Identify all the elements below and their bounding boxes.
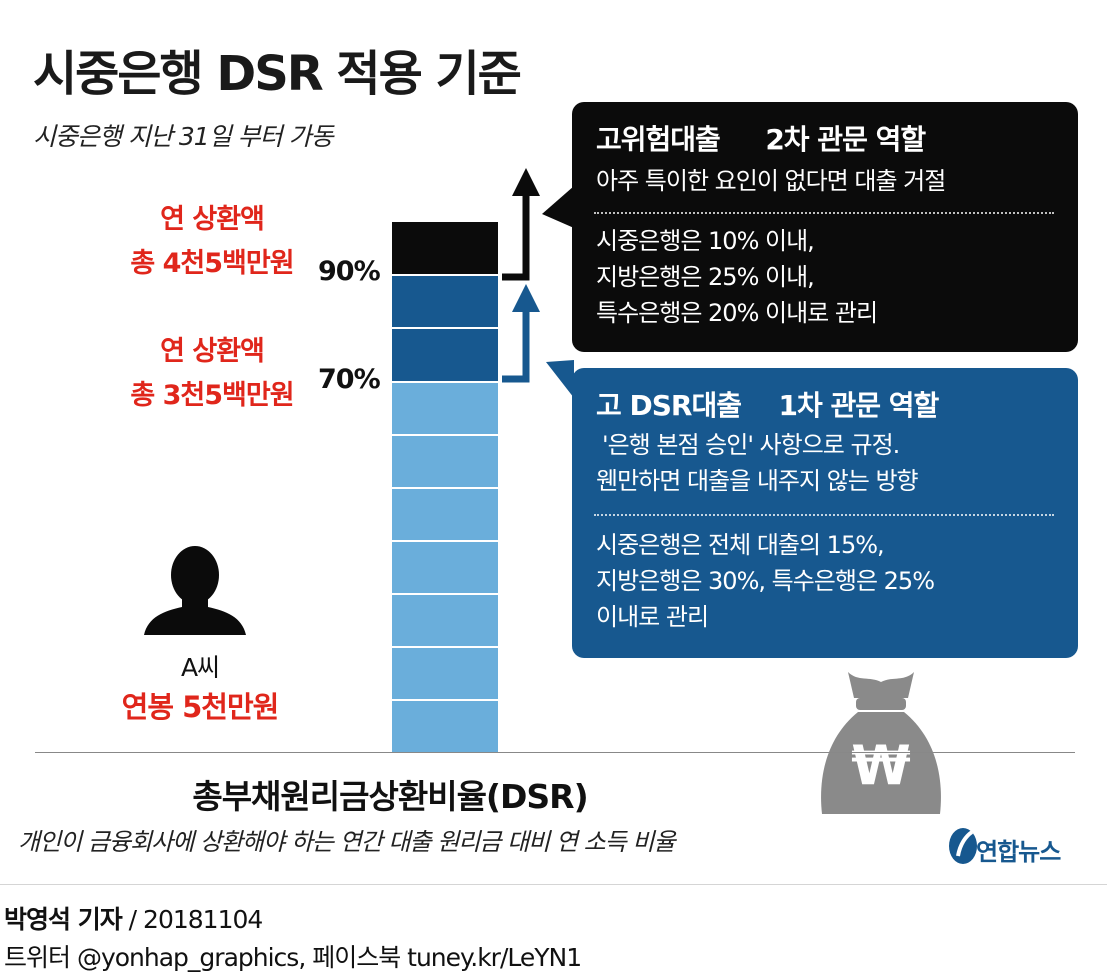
- lower-repayment-line2: 총 3천5백만원: [130, 380, 294, 411]
- callout-high-dsr-line5: 이내로 관리: [596, 603, 709, 631]
- upper-repayment-line1: 연 상환액: [160, 204, 265, 235]
- upper-repayment-line2: 총 4천5백만원: [130, 248, 294, 279]
- callout-high-dsr: 고 DSR대출 1차 관문 역할 '은행 본점 승인' 사항으로 규정. 웬만하…: [572, 368, 1078, 658]
- callout-high-risk-line4: 특수은행은 20% 이내로 관리: [596, 299, 878, 327]
- page-subtitle: 시중은행 지난 31일 부터 가동: [33, 122, 334, 151]
- callout-high-risk-line1: 아주 특이한 요인이 없다면 대출 거절: [596, 167, 946, 195]
- page-title: 시중은행 DSR 적용 기준: [33, 46, 522, 102]
- yonhap-logo-text: 연합뉴스: [976, 838, 1061, 866]
- reporter-name: 박영석 기자: [4, 905, 123, 934]
- dsr-title: 총부채원리금상환비율(DSR): [192, 777, 588, 816]
- footer-credit: 박영석 기자 / 20181104: [4, 900, 264, 936]
- bar-segment-high-risk: [392, 222, 498, 274]
- person-name: A씨: [180, 653, 220, 682]
- baseline-divider: [35, 752, 1075, 753]
- callout-high-risk-head-left: 고위험대출: [596, 123, 721, 156]
- footer-social: 트위터 @yonhap_graphics, 페이스북 tuney.kr/LeYN…: [4, 943, 582, 972]
- callout-high-dsr-head-right: 1차 관문 역할: [778, 389, 940, 422]
- blue-arrow-icon: [502, 284, 540, 383]
- callout-high-risk-title: 고위험대출 2차 관문 역할: [596, 118, 926, 158]
- upper-repayment-label: 연 상환액 총 4천5백만원: [112, 198, 312, 286]
- callout-high-dsr-line1: '은행 본점 승인' 사항으로 규정.: [602, 431, 900, 459]
- pct-70-label: 70%: [318, 364, 381, 395]
- callout-divider: [594, 212, 1054, 214]
- yonhap-logo-icon: [949, 828, 977, 864]
- callout-high-risk-head-right: 2차 관문 역할: [765, 123, 926, 156]
- callout-pointers: [542, 186, 574, 398]
- won-symbol: ₩: [851, 734, 911, 797]
- bar-segment-high-dsr-2: [392, 329, 498, 381]
- callout-high-dsr-line3: 시중은행은 전체 대출의 15%,: [596, 531, 885, 559]
- callout-high-dsr-line4: 지방은행은 30%, 특수은행은 25%: [596, 567, 935, 595]
- bar-segment-base: [392, 542, 498, 593]
- bar-segment-high-dsr-1: [392, 276, 498, 327]
- callout-high-risk-line3: 지방은행은 25% 이내,: [596, 263, 815, 291]
- person-salary: 연봉 5천만원: [121, 690, 280, 724]
- callout-high-dsr-line2: 웬만하면 대출을 내주지 않는 방향: [596, 467, 919, 495]
- person-icon: [144, 546, 246, 635]
- infographic-panel: 시중은행 DSR 적용 기준 시중은행 지난 31일 부터 가동 연 상환액 총…: [0, 46, 1107, 885]
- bar-segment-base: [392, 436, 498, 487]
- bar-segment-base: [392, 383, 498, 434]
- bar-segment-base: [392, 595, 498, 646]
- dsr-description: 개인이 금융회사에 상환해야 하는 연간 대출 원리금 대비 연 소득 비율: [18, 828, 676, 856]
- bar-segment-base: [392, 701, 498, 752]
- callout-high-risk: 고위험대출 2차 관문 역할 아주 특이한 요인이 없다면 대출 거절 시중은행…: [572, 102, 1078, 352]
- lower-repayment-line1: 연 상환액: [160, 336, 265, 367]
- arrow-connectors: [502, 168, 540, 383]
- pct-90-label: 90%: [318, 256, 381, 287]
- bar-segment-base: [392, 648, 498, 699]
- callout-divider: [594, 514, 1054, 516]
- bar-segment-base: [392, 489, 498, 540]
- money-bag-icon: ₩: [821, 672, 941, 814]
- black-arrow-icon: [502, 168, 540, 281]
- callout-high-dsr-title: 고 DSR대출 1차 관문 역할: [596, 384, 940, 424]
- publish-date: / 20181104: [121, 905, 264, 934]
- callout-high-dsr-head-left: 고 DSR대출: [596, 389, 742, 422]
- callout-high-risk-line2: 시중은행은 10% 이내,: [596, 227, 815, 255]
- lower-repayment-label: 연 상환액 총 3천5백만원: [112, 330, 312, 418]
